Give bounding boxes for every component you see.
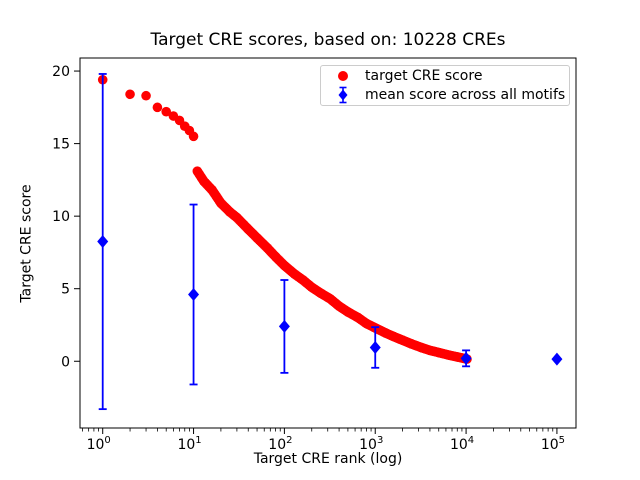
diamond-icon <box>338 86 348 103</box>
red-data-point <box>125 89 135 100</box>
y-tick-label: 15 <box>52 137 70 153</box>
legend: target CRE score mean score across all m… <box>320 65 570 106</box>
x-tick-label: 105 <box>541 435 565 453</box>
x-tick-label: 104 <box>450 435 474 453</box>
red-data-point <box>188 131 199 142</box>
red-dot-icon <box>338 70 348 81</box>
y-tick-label: 20 <box>52 64 70 80</box>
axes-frame <box>79 57 577 429</box>
blue-mean-diamond <box>278 319 290 333</box>
legend-label: mean score across all motifs <box>365 86 566 103</box>
x-tick-label: 102 <box>268 435 292 453</box>
x-tick-label: 103 <box>359 435 383 453</box>
legend-label: target CRE score <box>365 67 483 84</box>
chart-title: Target CRE scores, based on: 10228 CREs <box>150 30 506 50</box>
x-axis-label: Target CRE rank (log) <box>253 451 403 467</box>
legend-entry-target-cre-score: target CRE score <box>321 67 569 85</box>
y-tick-label: 10 <box>52 209 70 225</box>
blue-diamond-errorbar-icon <box>321 85 365 105</box>
x-tick-label: 100 <box>87 435 111 453</box>
red-data-point <box>161 106 172 117</box>
blue-mean-diamond <box>97 235 109 249</box>
red-circle-marker-icon <box>321 70 365 81</box>
blue-mean-diamond <box>369 340 381 354</box>
legend-entry-mean-score: mean score across all motifs <box>321 85 569 105</box>
blue-mean-diamond <box>460 351 472 365</box>
y-tick-label: 5 <box>61 282 70 298</box>
blue-mean-diamond <box>188 288 200 302</box>
x-tick-label: 101 <box>177 435 201 453</box>
red-data-point <box>152 102 163 113</box>
y-tick-label: 0 <box>61 354 70 370</box>
y-axis-label: Target CRE score <box>18 184 35 303</box>
red-data-point <box>141 90 151 101</box>
blue-mean-diamond <box>551 352 563 366</box>
